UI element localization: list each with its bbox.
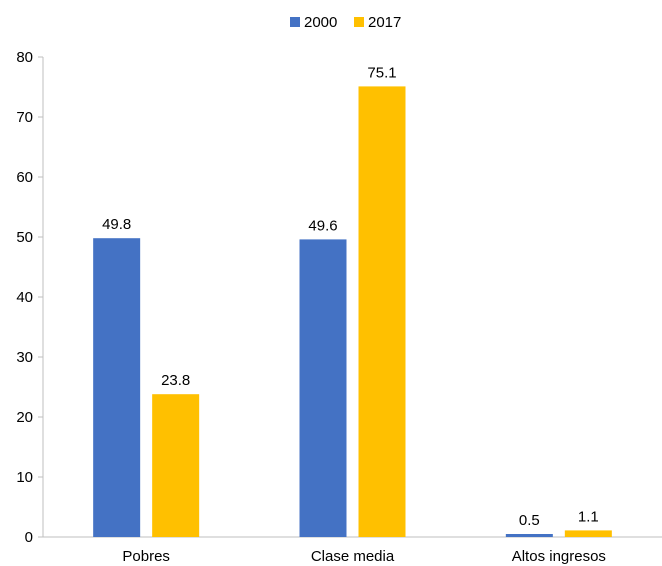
data-label: 0.5 [519,512,540,529]
x-tick-label: Pobres [122,548,170,565]
bar-2017-clase-media [358,86,406,538]
legend-swatch-2000 [290,17,300,27]
y-tick-label: 60 [16,169,33,186]
y-tick-label: 0 [25,529,33,546]
y-axis: 0 10 20 30 40 50 60 70 80 [16,49,44,546]
data-labels: 49.8 23.8 49.6 75.1 0.5 1.1 [102,64,599,529]
x-tick-label: Clase media [311,548,395,565]
legend: 2000 2017 [290,14,401,31]
y-tick-label: 50 [16,229,33,246]
bars [93,86,612,538]
y-tick-label: 80 [16,49,33,66]
y-tick-label: 20 [16,409,33,426]
y-tick-label: 40 [16,289,33,306]
x-tick-label: Altos ingresos [512,548,606,565]
y-tick-label: 70 [16,109,33,126]
bar-2017-pobres [152,394,200,537]
bar-2000-clase-media [299,239,347,537]
x-axis: Pobres Clase media Altos ingresos [43,536,662,565]
data-label: 23.8 [161,372,190,389]
legend-label-2017: 2017 [368,14,401,31]
data-label: 1.1 [578,508,599,525]
data-label: 49.8 [102,216,131,233]
bar-2000-altos-ingresos [505,534,553,537]
y-tick-label: 10 [16,469,33,486]
data-label: 75.1 [367,64,396,81]
y-tick-label: 30 [16,349,33,366]
bar-2000-pobres [93,238,141,537]
data-label: 49.6 [308,217,337,234]
legend-label-2000: 2000 [304,14,337,31]
legend-swatch-2017 [354,17,364,27]
bar-2017-altos-ingresos [564,530,612,537]
